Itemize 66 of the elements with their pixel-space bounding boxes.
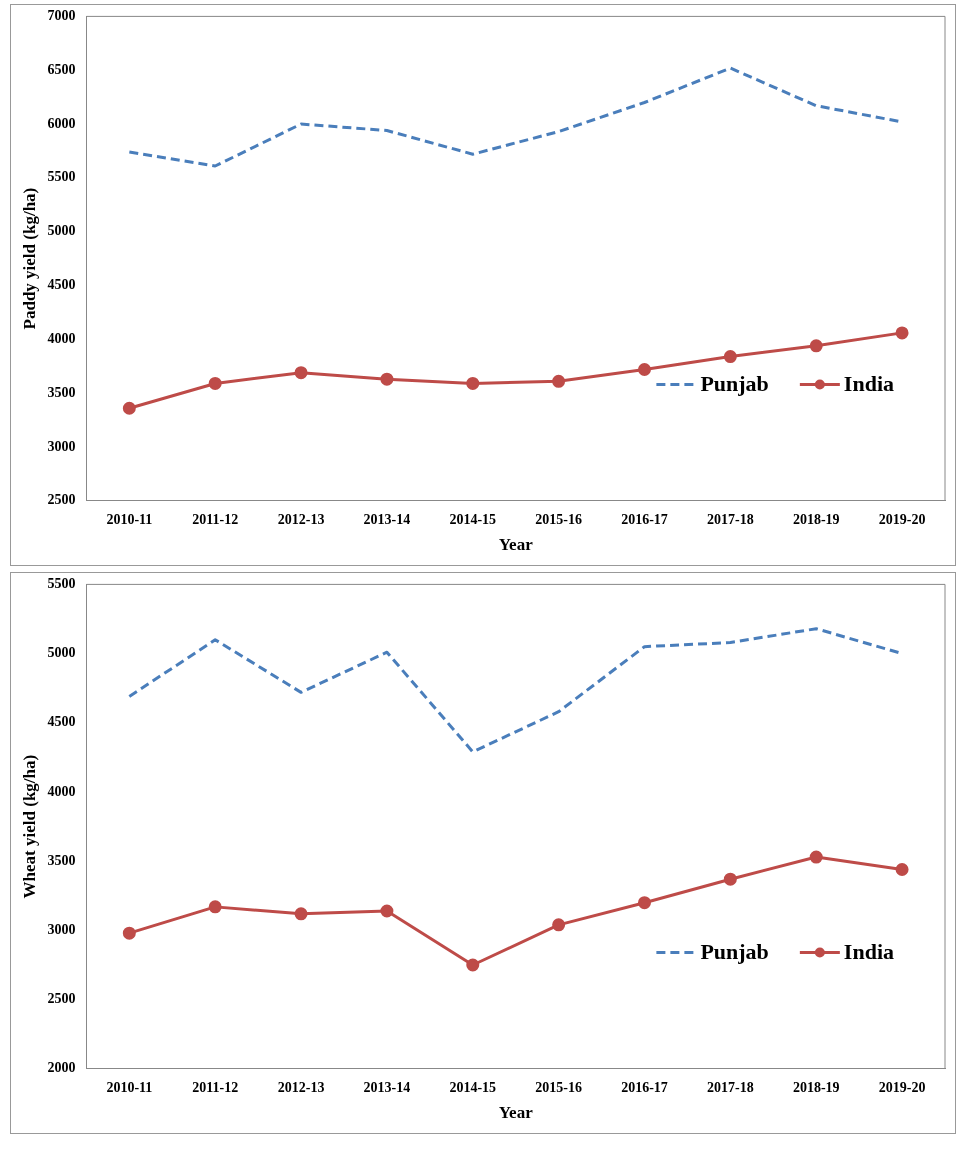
point [466, 376, 480, 390]
x-tick-label: 2016-17 [621, 1079, 668, 1095]
point [122, 401, 136, 415]
legend-label: Punjab [700, 939, 769, 965]
legend-label: India [843, 939, 895, 965]
point [895, 326, 909, 340]
x-tick-label: 2019-20 [878, 511, 926, 527]
legend-label: India [843, 371, 895, 397]
point [895, 863, 909, 876]
point [723, 350, 737, 364]
point [380, 904, 394, 918]
y-tick-label: 5500 [47, 169, 76, 185]
legend-label: Punjab [700, 371, 769, 397]
point [637, 362, 651, 376]
point [466, 958, 480, 972]
point [809, 850, 823, 864]
y-tick-label: 3000 [47, 438, 76, 454]
y-tick-label: 2500 [47, 492, 76, 508]
point [637, 896, 651, 910]
x-tick-label: 2015-16 [535, 511, 582, 527]
y-tick-label: 4500 [47, 714, 76, 730]
y-tick-label: 2500 [47, 991, 76, 1007]
x-tick-label: 2015-16 [535, 1079, 582, 1095]
y-axis-title: Paddy yield (kg/ha) [19, 187, 39, 330]
y-tick-label: 3000 [47, 922, 76, 938]
y-tick-label: 6000 [47, 115, 76, 131]
y-tick-label: 7000 [47, 8, 76, 24]
point [122, 926, 136, 940]
x-tick-label: 2012-13 [277, 1079, 325, 1095]
y-tick-label: 5000 [47, 223, 76, 239]
y-tick-label: 3500 [47, 384, 76, 400]
point [208, 900, 222, 914]
x-tick-label: 2016-17 [621, 511, 668, 527]
x-tick-label: 2011-12 [192, 511, 239, 527]
x-axis-title: Year [498, 535, 534, 555]
x-tick-label: 2014-15 [449, 1079, 497, 1095]
x-tick-label: 2018-19 [792, 1079, 840, 1095]
x-tick-label: 2017-18 [707, 511, 754, 527]
y-axis-title: Wheat yield (kg/ha) [19, 754, 39, 899]
x-tick-label: 2019-20 [878, 1079, 926, 1095]
x-tick-label: 2018-19 [792, 511, 840, 527]
point [208, 376, 222, 390]
point [294, 907, 308, 921]
y-tick-label: 4000 [47, 330, 76, 346]
x-tick-label: 2017-18 [707, 1079, 754, 1095]
point [552, 918, 566, 932]
x-tick-label: 2010-11 [106, 511, 153, 527]
point [723, 872, 737, 886]
point [294, 366, 308, 380]
x-axis-title: Year [498, 1103, 534, 1123]
y-tick-label: 6500 [47, 61, 76, 77]
x-tick-label: 2013-14 [363, 511, 411, 527]
x-tick-label: 2010-11 [106, 1079, 153, 1095]
y-tick-label: 4000 [47, 783, 76, 799]
x-tick-label: 2012-13 [277, 511, 325, 527]
point [552, 374, 566, 388]
x-tick-label: 2013-14 [363, 1079, 411, 1095]
y-tick-label: 2000 [47, 1060, 76, 1076]
y-tick-label: 3500 [47, 852, 76, 868]
x-tick-label: 2014-15 [449, 511, 497, 527]
y-tick-label: 5500 [47, 576, 76, 592]
point [809, 339, 823, 353]
y-tick-label: 4500 [47, 277, 76, 293]
point [380, 372, 394, 386]
x-tick-label: 2011-12 [192, 1079, 239, 1095]
y-tick-label: 5000 [47, 645, 76, 661]
